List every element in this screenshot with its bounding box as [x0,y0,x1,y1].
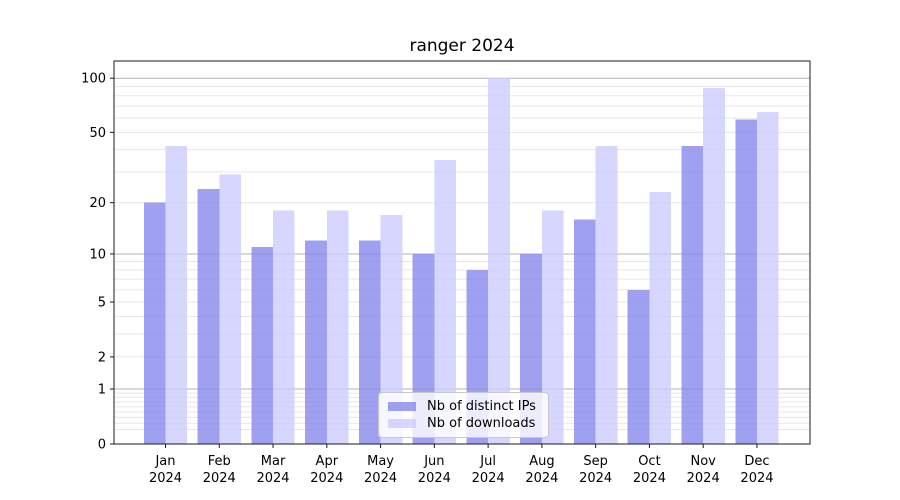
x-tick-label-year: 2024 [525,471,558,486]
y-tick-label: 20 [89,196,106,211]
bar-downloads [165,145,188,444]
bar-distinct-ips [197,188,220,444]
x-tick-label-year: 2024 [633,471,666,486]
bar-distinct-ips [143,202,166,444]
chart-title: ranger 2024 [409,36,515,56]
bar-distinct-ips [358,240,381,444]
legend: Nb of distinct IPs Nb of downloads [378,392,549,438]
legend-label-distinct-ips: Nb of distinct IPs [427,398,536,414]
x-tick-label-month: May [367,454,394,469]
x-tick-label-year: 2024 [472,471,505,486]
bar-downloads [326,210,349,444]
y-tick-label: 5 [98,295,106,310]
x-tick-label-month: Aug [529,454,554,469]
x-tick-label-month: Jun [423,454,444,469]
bar-distinct-ips [305,240,327,444]
x-tick-label-year: 2024 [256,471,289,486]
y-tick-label: 100 [81,72,106,87]
bar-distinct-ips [251,247,274,444]
x-tick-label-month: Apr [316,454,339,469]
x-tick-label-month: Nov [691,454,717,469]
y-tick-label: 50 [89,126,106,141]
legend-swatch-downloads [388,419,416,429]
legend-swatch-distinct-ips [388,401,416,411]
x-tick-label-year: 2024 [740,471,773,486]
x-tick-label-year: 2024 [203,471,236,486]
x-tick-label-year: 2024 [364,471,397,486]
y-tick-label: 10 [89,247,106,262]
legend-item-downloads: Nb of downloads [388,416,539,431]
x-tick-label-month: Feb [208,454,231,469]
x-tick-label-year: 2024 [149,471,182,486]
x-tick-label-month: Jan [154,454,175,469]
y-tick-label: 0 [98,438,106,453]
x-tick-label-year: 2024 [418,471,451,486]
bar-downloads [649,192,672,444]
bar-downloads [273,210,295,444]
bar-downloads [703,88,725,444]
y-tick-label: 1 [98,383,106,398]
bar-downloads [488,78,510,444]
plot-border [113,60,811,445]
x-tick-label-month: Sep [583,454,608,469]
bar-downloads [219,174,241,445]
bar-downloads [541,210,564,444]
x-tick-label-month: Oct [638,454,660,469]
bar-distinct-ips [573,219,596,444]
legend-label-downloads: Nb of downloads [427,416,536,432]
bar-distinct-ips [681,145,704,444]
x-tick-label-month: Dec [744,454,769,469]
bar-downloads [380,214,403,444]
y-tick-label: 2 [98,350,106,365]
x-tick-label-month: Mar [261,454,286,469]
bar-distinct-ips [735,119,757,444]
bar-downloads [434,159,457,444]
bar-downloads [756,111,779,445]
bar-downloads [595,145,618,444]
bar-distinct-ips [627,289,650,444]
x-tick-label-year: 2024 [687,471,720,486]
x-tick-label-month: Jul [479,454,496,469]
x-tick-label-year: 2024 [310,471,343,486]
x-tick-label-year: 2024 [579,471,612,486]
legend-item-distinct-ips: Nb of distinct IPs [388,399,539,414]
